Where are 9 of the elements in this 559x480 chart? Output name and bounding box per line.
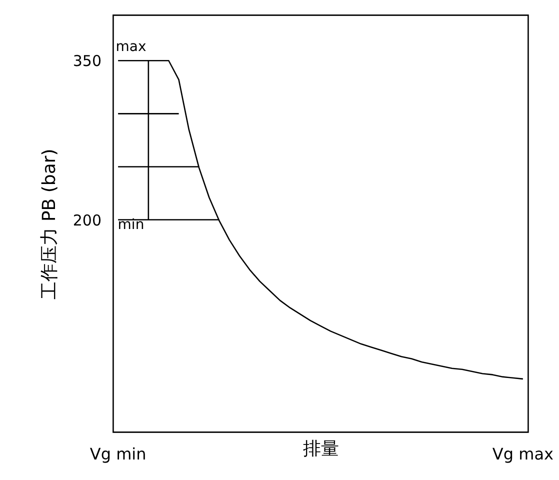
x-axis-title: 排量 — [303, 438, 339, 460]
annotation: min — [118, 217, 144, 233]
y-axis-title: 工作压力 PB (bar) — [38, 148, 60, 300]
x-tick-label: Vg min — [90, 444, 146, 464]
y-tick-label: 200 — [72, 211, 102, 230]
y-tick-label: 350 — [72, 52, 102, 70]
x-tick-label: Vg max — [492, 444, 554, 464]
line-series — [117, 60, 524, 380]
annotation: max — [116, 39, 146, 55]
